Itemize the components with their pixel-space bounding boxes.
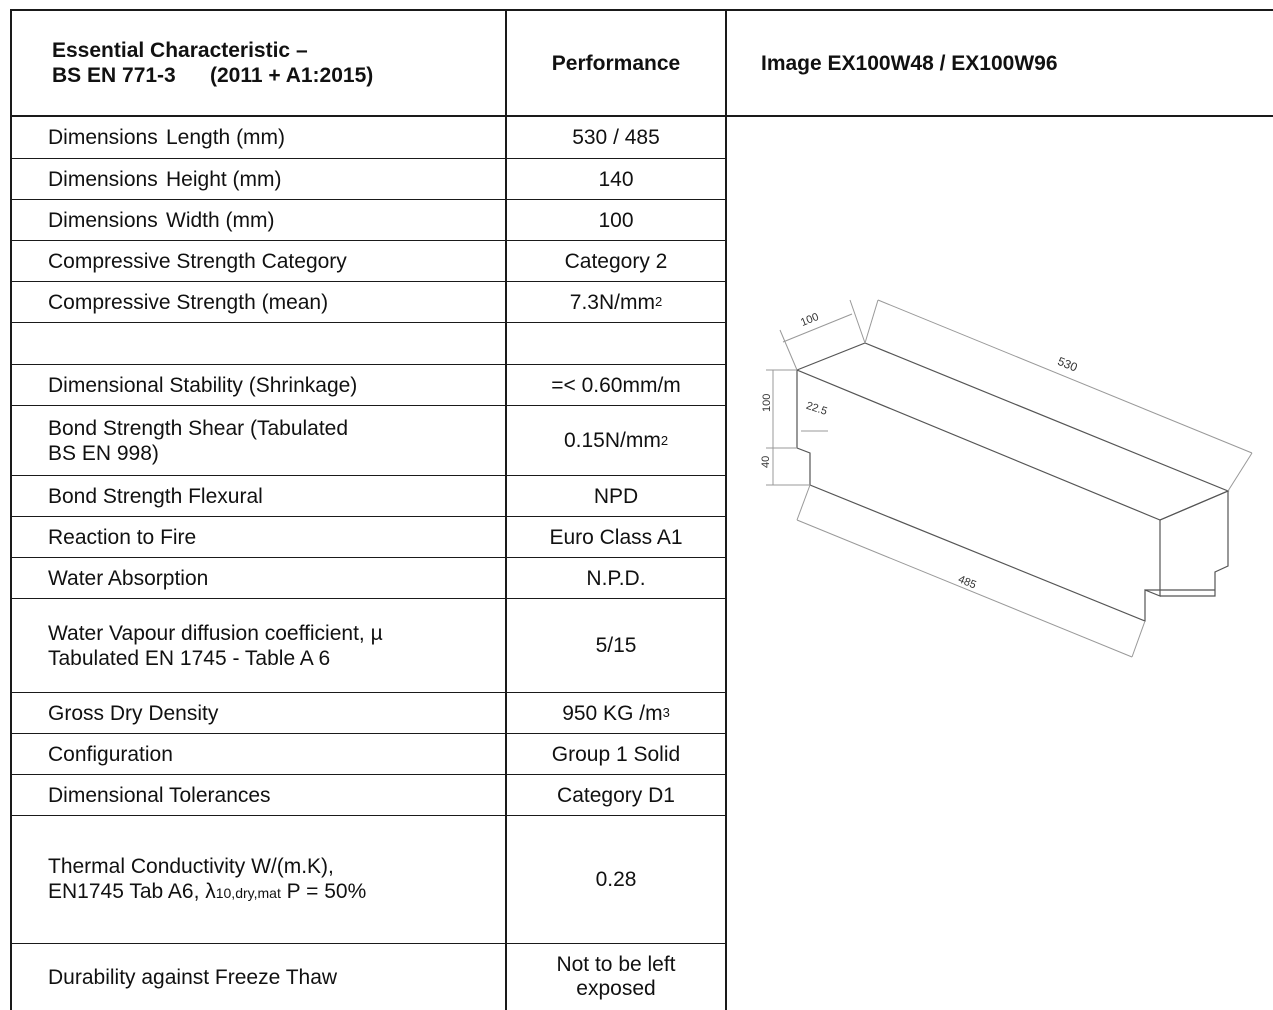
- row-label-prefix: Dimensions: [48, 208, 158, 232]
- dim-height-label: 100: [761, 394, 773, 412]
- row-label: Dimensions Width (mm): [11, 200, 505, 240]
- row-divider: [10, 281, 727, 282]
- row-label-line2-tail: P = 50%: [280, 879, 367, 903]
- row-label: Compressive Strength Category: [48, 249, 347, 273]
- row-label-subscript: 10,dry,mat: [215, 884, 281, 901]
- column-divider-2: [725, 9, 727, 1010]
- header-performance: Performance: [551, 51, 681, 75]
- row-divider: [10, 405, 727, 406]
- row-label: Bond Strength Flexural: [48, 484, 263, 508]
- row-label-prefix: Dimensions: [48, 126, 158, 149]
- block-outline: [795, 342, 1230, 622]
- row-divider: [10, 815, 727, 816]
- row-value: Group 1 Solid: [551, 742, 681, 766]
- row-divider: [10, 475, 727, 476]
- row-value-line1: Not to be left: [556, 953, 676, 976]
- row-divider: [10, 322, 727, 323]
- row-value: 950 KG /m 3: [562, 701, 670, 725]
- row-label-line1: Bond Strength Shear (Tabulated: [48, 416, 349, 440]
- row-label: Configuration: [48, 742, 173, 766]
- row-label-line1: Thermal Conductivity W/(m.K),: [48, 854, 334, 878]
- row-value-line2: exposed: [576, 977, 656, 1000]
- column-divider-1: [505, 9, 507, 1010]
- row-label-prefix: Dimensions: [48, 167, 158, 191]
- row-divider: [10, 557, 727, 558]
- row-label: Bond Strength Shear (Tabulated BS EN 998…: [11, 406, 505, 475]
- row-label: Durability against Freeze Thaw: [48, 965, 338, 989]
- row-label-suffix: Width (mm): [166, 208, 275, 232]
- row-label-line2: EN1745 Tab A6, λ10,dry,mat P = 50%: [48, 879, 366, 906]
- table-border-left: [10, 9, 12, 1010]
- row-value: =< 0.60mm/m: [551, 373, 681, 397]
- dim-notch-width-label: 22.5: [805, 400, 829, 418]
- row-label-line2: BS EN 998): [48, 441, 159, 465]
- row-label-suffix: Length (mm): [166, 126, 286, 149]
- row-label: Reaction to Fire: [48, 525, 197, 549]
- row-label-line2: Tabulated EN 1745 - Table A 6: [48, 646, 331, 670]
- row-label: Compressive Strength (mean): [48, 290, 329, 314]
- table-border-top: [10, 9, 1273, 11]
- row-value: 0.15N/mm 2: [563, 429, 669, 452]
- row-divider: [10, 943, 727, 944]
- row-value: 100: [598, 208, 634, 232]
- header-standard: BS EN 771-3: [52, 64, 176, 87]
- row-divider: [10, 516, 727, 517]
- row-divider: [10, 692, 727, 693]
- row-label: Thermal Conductivity W/(m.K), EN1745 Tab…: [11, 816, 505, 943]
- dim-width-label: 100: [799, 311, 821, 329]
- dim-length-bottom-label: 485: [956, 573, 978, 591]
- row-label: Dimensional Stability (Shrinkage): [48, 373, 358, 397]
- header-divider: [10, 115, 1273, 117]
- row-value: Category D1: [557, 783, 675, 807]
- dimension-lines: [766, 299, 1253, 658]
- row-label-suffix: Height (mm): [166, 167, 282, 191]
- row-divider: [10, 158, 727, 159]
- row-value: Category 2: [564, 249, 668, 273]
- row-divider: [10, 598, 727, 599]
- row-label: Gross Dry Density: [48, 701, 219, 725]
- row-divider: [10, 774, 727, 775]
- dim-notch-height-label: 40: [760, 456, 772, 468]
- row-value: 140: [598, 167, 634, 191]
- row-label: Dimensions Length (mm): [11, 117, 505, 158]
- row-divider: [10, 199, 727, 200]
- row-value: 7.3N/mm 2: [569, 290, 663, 314]
- row-label: Water Absorption: [48, 566, 209, 590]
- header-col1-line2: BS EN 771-3 (2011 + A1:2015): [52, 63, 373, 88]
- dim-length-top-label: 530: [1056, 354, 1080, 375]
- row-divider: [10, 240, 727, 241]
- row-divider: [10, 364, 727, 365]
- row-value: Euro Class A1: [549, 525, 683, 549]
- row-label-line2-text: EN1745 Tab A6, λ: [48, 879, 216, 903]
- row-value: N.P.D.: [586, 566, 646, 590]
- header-standard-version: (2011 + A1:2015): [210, 64, 374, 87]
- row-label: Water Vapour diffusion coefficient, µ Ta…: [11, 599, 505, 692]
- row-value-text: 950 KG /m: [562, 701, 663, 725]
- row-value: NPD: [593, 484, 639, 508]
- row-value: Not to be left exposed: [507, 944, 725, 1010]
- row-value: 530 / 485: [572, 126, 660, 149]
- header-col1-line1: Essential Characteristic –: [52, 39, 308, 62]
- row-label: Dimensions Height (mm): [11, 159, 505, 199]
- row-label-line1: Water Vapour diffusion coefficient, µ: [48, 621, 383, 645]
- row-value: 5/15: [595, 634, 637, 657]
- row-value: 0.28: [595, 868, 637, 891]
- header-image: Image EX100W48 / EX100W96: [761, 51, 1058, 75]
- row-value-text: 0.15N/mm: [563, 429, 661, 452]
- row-value-text: 7.3N/mm: [569, 290, 655, 314]
- row-label: Dimensional Tolerances: [48, 783, 271, 807]
- header-essential-characteristic: Essential Characteristic – BS EN 771-3 (2…: [11, 11, 505, 115]
- row-divider: [10, 733, 727, 734]
